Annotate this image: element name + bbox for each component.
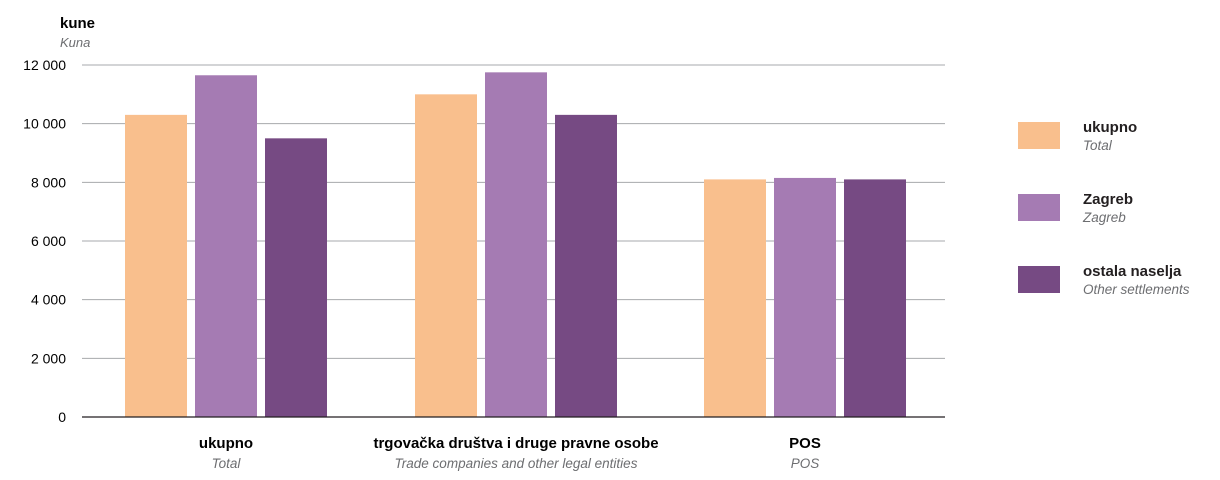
y-axis-title: kune: [60, 15, 95, 32]
legend-label-sub: Other settlements: [1083, 282, 1190, 297]
y-tick-label: 10 000: [23, 116, 66, 132]
bar-zagreb: [195, 75, 257, 418]
y-tick-label: 8 000: [31, 174, 66, 190]
y-tick-label: 0: [58, 409, 66, 425]
y-tick-label: 6 000: [31, 233, 66, 249]
legend-swatch-zagreb: [1018, 194, 1060, 221]
legend-label: Zagreb: [1083, 191, 1134, 208]
bar-ostala-naselja: [265, 138, 327, 418]
category-labels: ukupno Total trgovačka društva i druge pra…: [199, 435, 821, 471]
bar-ukupno: [415, 94, 477, 417]
bar-ostala-naselja: [844, 179, 906, 417]
category-label: POS: [789, 435, 821, 452]
bar-ukupno: [125, 114, 187, 417]
y-tick-label: 12 000: [23, 57, 66, 73]
y-tick-label: 2 000: [31, 350, 66, 366]
category-label-sub: Trade companies and other legal entities: [395, 456, 638, 471]
y-tick-labels: 0 2 000 4 000 6 000 8 000 10 000 12 000: [23, 57, 66, 425]
legend: ukupno Total Zagreb Zagreb ostala naselj…: [1018, 118, 1218, 334]
category-label-sub: Total: [212, 456, 242, 471]
legend-swatch-ostala-naselja: [1018, 266, 1060, 293]
bar-ostala-naselja: [555, 114, 617, 417]
category-label-sub: POS: [791, 456, 820, 471]
legend-item-zagreb: Zagreb Zagreb: [1018, 190, 1218, 262]
legend-label: ostala naselja: [1083, 263, 1182, 280]
legend-item-ukupno: ukupno Total: [1018, 118, 1218, 190]
bars: [125, 72, 906, 418]
legend-label-sub: Zagreb: [1083, 210, 1126, 225]
bar-chart: kune Kuna 0 2 000 4 000 6 000 8 000 10 000 12 …: [23, 15, 945, 471]
bar-zagreb: [485, 72, 547, 417]
legend-label-sub: Total: [1083, 138, 1112, 153]
bar-ukupno: [704, 179, 766, 417]
category-label: trgovačka društva i druge pravne osobe: [373, 435, 658, 452]
legend-swatch-ukupno: [1018, 122, 1060, 149]
y-axis-title-sub: Kuna: [60, 35, 90, 50]
y-tick-label: 4 000: [31, 292, 66, 308]
category-label: ukupno: [199, 435, 253, 452]
bar-zagreb: [774, 177, 836, 417]
legend-label: ukupno: [1083, 119, 1138, 136]
legend-item-ostala-naselja: ostala naselja Other settlements: [1018, 262, 1218, 334]
